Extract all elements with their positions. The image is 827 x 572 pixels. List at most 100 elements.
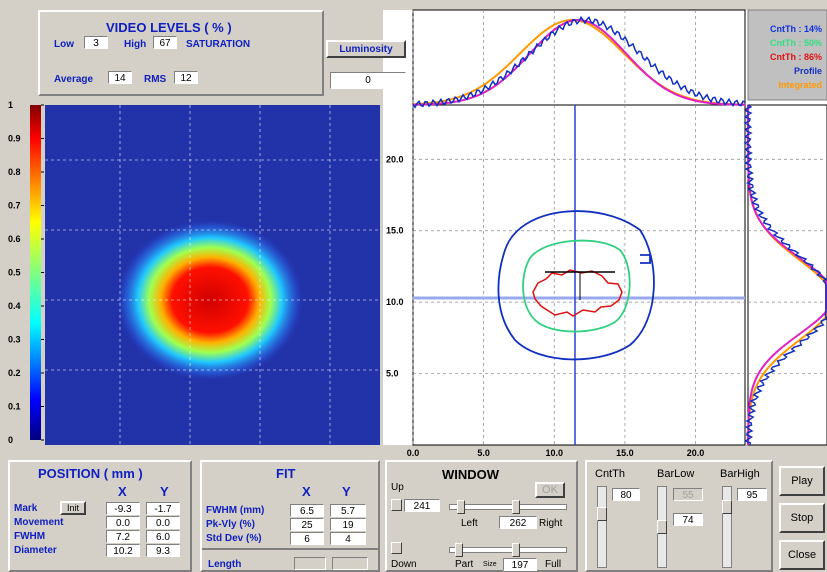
luminosity-field[interactable]: 0 [330,72,406,89]
field: 25 [290,518,324,531]
field[interactable]: 80 [612,488,640,501]
row-label: Diameter [14,545,57,556]
right-profile [747,104,827,446]
fit-panel: FIT X Y FWHM (mm) 6.5 5.7 Pk-Vly (%) 25 19 Std… [200,460,380,572]
legend-entry: CntTh : 86% [770,52,822,62]
slider-thumb[interactable] [457,500,465,514]
field: 12 [174,71,198,84]
label: Left [461,518,478,529]
heatmap-grid [45,105,380,445]
contour-86 [532,269,623,317]
slider-thumb[interactable] [512,543,520,557]
colorbar-tick-label: 0.6 [8,234,21,244]
field[interactable]: 95 [737,488,767,501]
row-label: Std Dev (%) [206,533,262,544]
legend-entry: CntTh : 14% [770,24,822,34]
slider-thumb[interactable] [722,500,732,514]
label: RMS [144,74,167,85]
action-button[interactable]: Stop [779,503,825,533]
slider-thumb[interactable] [657,520,667,534]
field: -9.3 [106,502,140,515]
field[interactable]: 74 [673,513,703,526]
label: Up [391,482,404,493]
label: High [124,39,147,50]
separator [202,548,378,550]
field: 6 [290,532,324,545]
luminosity-button[interactable]: Luminosity [326,40,406,58]
colorbar-tick-label: 1 [8,100,13,110]
panel-title: VIDEO LEVELS ( % ) [106,20,232,35]
field: 4 [330,532,366,545]
field: 5.7 [330,504,366,517]
label: BarLow [657,468,695,480]
label: Size [483,561,497,568]
x-tick-label: 10.0 [546,448,564,458]
y-tick-label: 20.0 [386,154,404,164]
slider[interactable] [449,547,567,553]
label: BarHigh [720,468,760,480]
field: 10.2 [106,544,140,557]
field: 19 [330,518,366,531]
field[interactable]: 241 [404,499,440,512]
contour-14 [497,210,655,361]
position-panel: POSITION ( mm ) X Y Init Mark -9.3 -1.7 Mov… [8,460,192,572]
init-button[interactable]: Init [60,501,86,515]
field[interactable]: 262 [499,516,537,529]
x-tick-label: 15.0 [616,448,634,458]
legend-entry: Profile [794,66,822,76]
label: Length [208,559,242,570]
colorbar-tick-label: 0.7 [8,201,21,211]
x-tick-label: 0.0 [407,448,420,458]
label: Down [391,559,417,570]
field: 67 [153,36,177,49]
field: -1.7 [146,502,180,515]
slider[interactable] [449,504,567,510]
action-button[interactable]: Play [779,466,825,496]
slider[interactable] [722,486,732,568]
colorbar-tick-label: 0.2 [8,368,21,378]
video-levels-panel: VIDEO LEVELS ( % ) Low 3 High 67 SATURAT… [38,10,324,96]
colorbar-tick-label: 0.9 [8,134,21,144]
field: 7.2 [106,530,140,543]
field [294,557,326,570]
window-panel: WINDOW Up 241 OK Left 262 Right Down Par… [385,460,578,572]
column-header: Y [160,484,169,499]
slider-thumb[interactable] [597,507,607,521]
panel-title: POSITION ( mm ) [38,466,143,481]
raw-profile [743,104,827,446]
spinner[interactable] [391,542,402,554]
legend-entry: Integrated [778,80,822,90]
contour-50 [522,239,631,333]
field: 3 [84,36,108,49]
action-button[interactable]: Close [779,540,825,570]
colorbar [30,105,41,440]
main-plot [412,104,746,446]
field [332,557,368,570]
slider-thumb[interactable] [512,500,520,514]
field: 14 [108,71,132,84]
column-header: X [118,484,127,499]
column-header: Y [342,484,351,499]
x-tick-label: 20.0 [687,448,705,458]
field[interactable]: 197 [503,558,537,571]
y-tick-label: 10.0 [386,297,404,307]
spinner[interactable] [391,499,402,511]
row-label: FWHM [14,531,46,542]
label: Right [539,518,563,529]
label: Average [54,74,94,85]
field: 0.0 [106,516,140,529]
colorbar-tick-label: 0.5 [8,268,21,278]
label: CntTh [595,468,625,480]
colorbar-tick-label: 0 [8,435,13,445]
row-label: Movement [14,517,64,528]
row-label: Mark [14,503,38,514]
row-label: Pk-Vly (%) [206,519,255,530]
slider-thumb[interactable] [455,543,463,557]
row-label: FWHM (mm) [206,505,265,516]
y-tick-label: 15.0 [386,226,404,236]
y-tick-label: 5.0 [386,369,399,379]
slider[interactable] [597,486,607,568]
x-tick-label: 5.0 [477,448,490,458]
raw-profile [412,15,746,109]
ok-button[interactable]: OK [535,482,565,498]
